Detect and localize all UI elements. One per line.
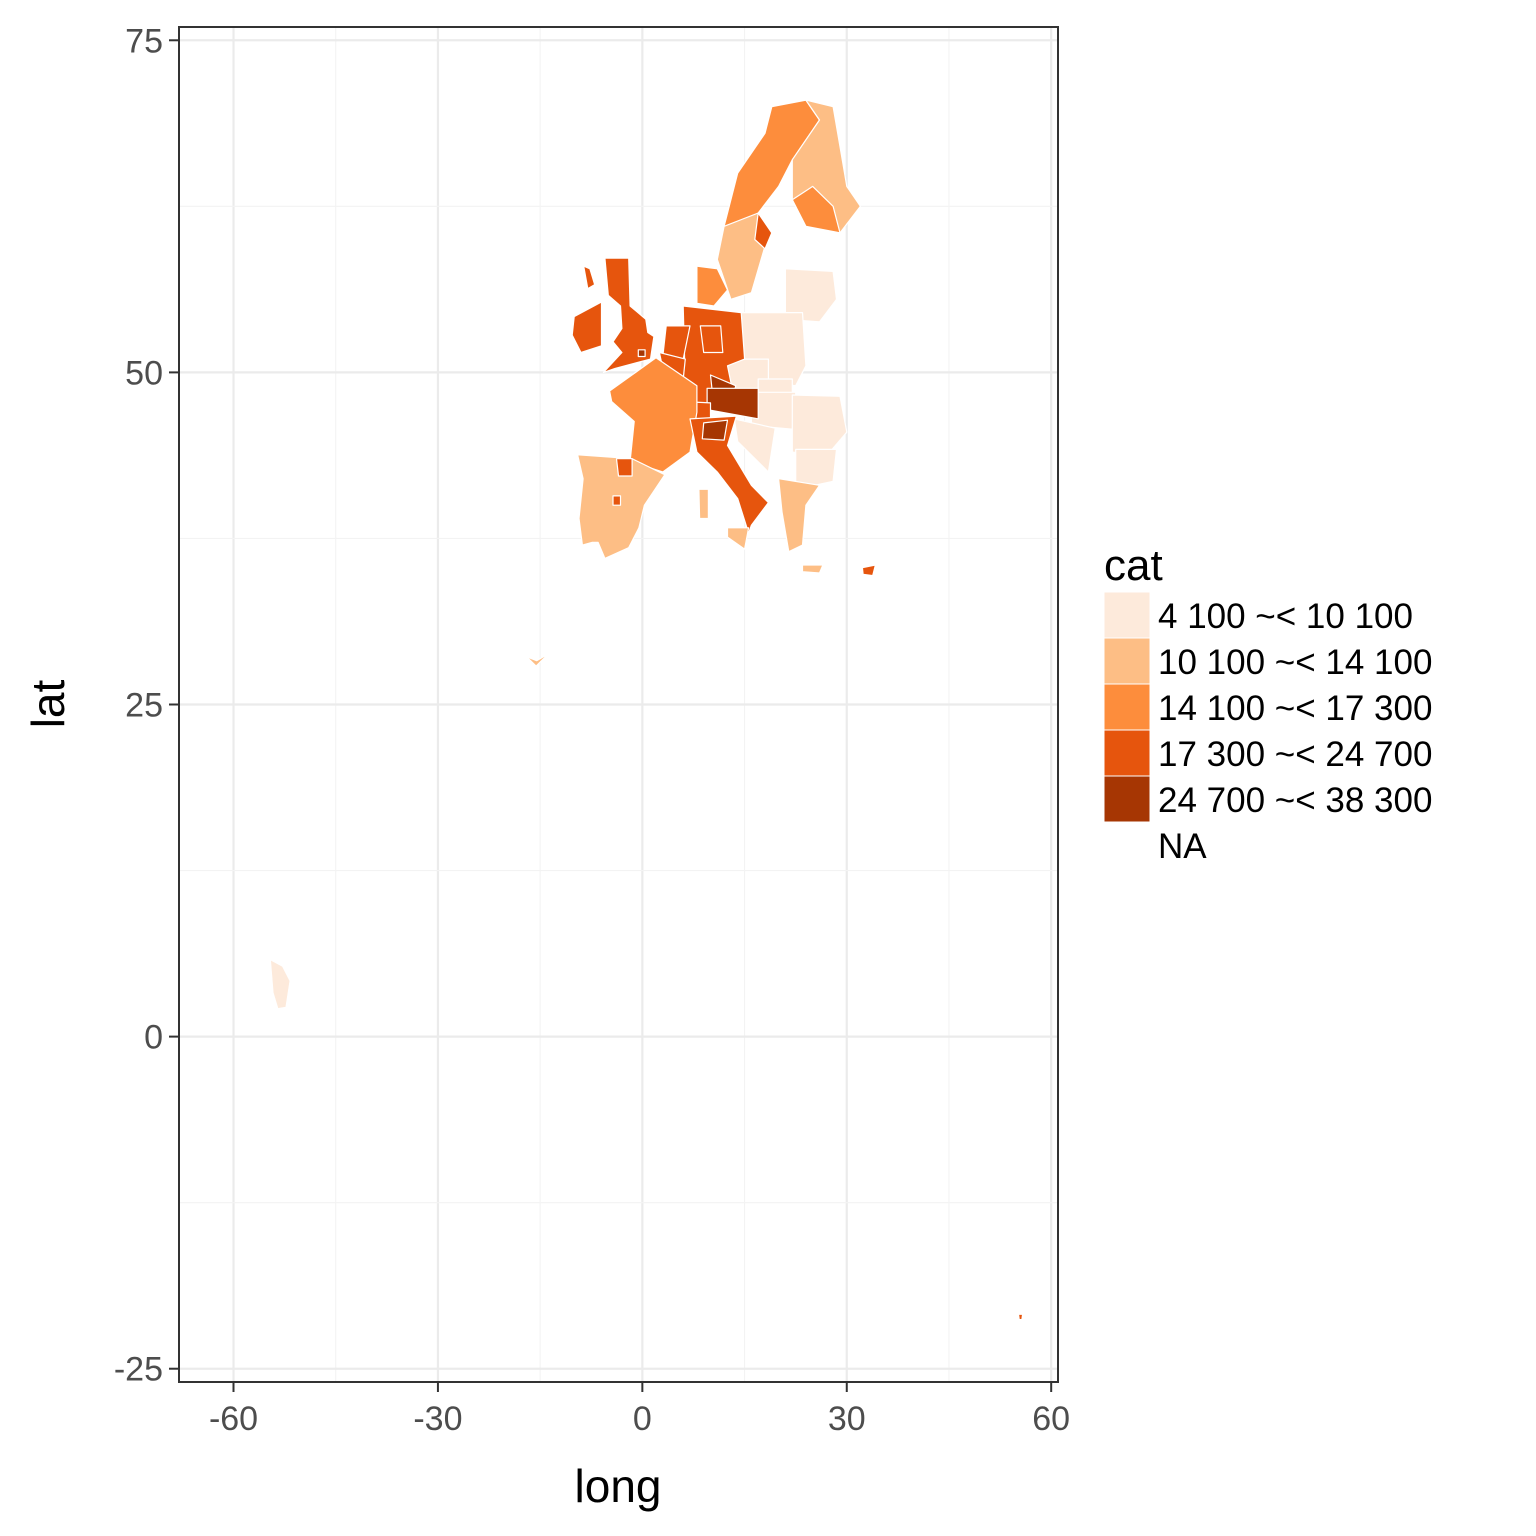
map-regions [221,99,1024,1321]
axes: -60 -30 0 30 60 -25 0 25 50 75 [114,22,1070,1438]
map-region [602,257,655,373]
map-region [689,415,770,534]
legend-label: 10 100 ~< 14 100 [1158,643,1432,682]
map-region [612,495,622,506]
legend-key [1103,591,1151,639]
legend-key [1103,775,1151,823]
legend-key [1103,821,1151,869]
x-tick-label: -30 [413,1400,462,1438]
map-region [615,458,633,477]
x-tick-label: -60 [209,1400,258,1438]
legend-key [1103,637,1151,685]
map-region [791,185,841,234]
map-region [576,454,666,560]
map-region [726,527,750,550]
map-region [699,325,724,354]
map-region [608,357,698,473]
legend-label: 17 300 ~< 24 700 [1158,735,1432,774]
map-region [784,268,838,323]
map-region [637,349,646,358]
x-axis-title: long [575,1460,662,1512]
y-tick-label: 50 [125,354,163,392]
map-region [733,418,776,473]
map-region [795,448,838,490]
y-tick-label: -25 [114,1351,163,1389]
y-tick-label: 0 [144,1019,163,1057]
map-region [525,653,549,667]
y-axis-title: lat [22,679,74,728]
map-region [777,478,821,553]
legend-label: 24 700 ~< 38 300 [1158,781,1432,820]
legend: cat 4 100 ~< 10 100 10 100 ~< 14 100 14 10… [1103,541,1432,869]
legend-label: 14 100 ~< 17 300 [1158,689,1432,728]
legend-title: cat [1104,541,1163,590]
x-tick-label: 60 [1032,1400,1070,1438]
legend-entries: 4 100 ~< 10 100 10 100 ~< 14 100 14 100 ~<… [1103,591,1432,869]
x-tick-label: 0 [633,1400,652,1438]
map-region [801,564,824,574]
y-tick-label: 75 [125,22,163,60]
legend-label: NA [1158,827,1207,866]
map-region [696,265,729,307]
map-region [701,419,729,441]
legend-label: 4 100 ~< 10 100 [1158,597,1413,636]
map-region [221,818,226,827]
map-region [861,564,877,577]
map-region [754,212,773,250]
map-region [698,488,710,520]
legend-key [1103,729,1151,777]
x-tick-label: 30 [828,1400,866,1438]
map-region [1017,1313,1024,1321]
map-region [269,958,291,1010]
y-tick-label: 25 [125,687,163,725]
map-region [583,265,596,290]
legend-key [1103,683,1151,731]
map-region [571,301,603,354]
map-region [723,99,821,241]
map-region [791,394,848,457]
